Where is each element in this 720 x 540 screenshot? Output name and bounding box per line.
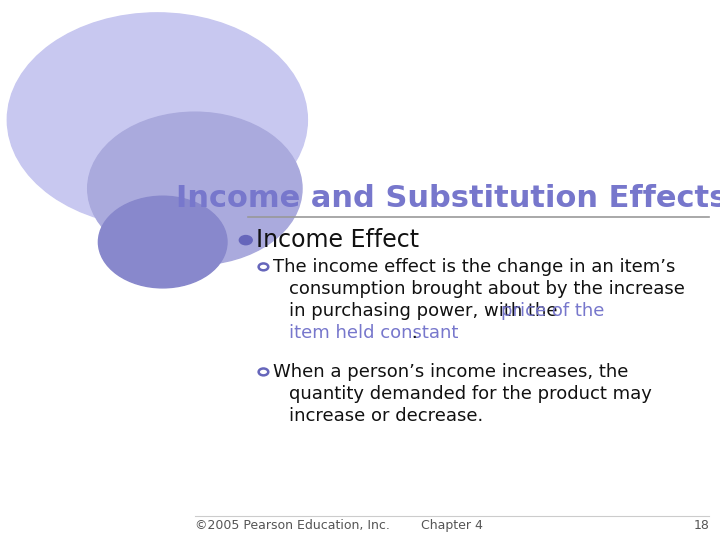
- Text: When a person’s income increases, the: When a person’s income increases, the: [273, 363, 628, 381]
- Text: The income effect is the change in an item’s: The income effect is the change in an it…: [273, 258, 675, 276]
- Circle shape: [99, 196, 227, 288]
- Text: Income Effect: Income Effect: [256, 228, 420, 252]
- Text: price of the: price of the: [501, 302, 604, 320]
- Text: quantity demanded for the product may: quantity demanded for the product may: [289, 385, 652, 403]
- Circle shape: [7, 13, 307, 227]
- Text: ©2005 Pearson Education, Inc.: ©2005 Pearson Education, Inc.: [195, 519, 390, 532]
- Circle shape: [88, 112, 302, 265]
- Circle shape: [239, 235, 252, 245]
- Text: 18: 18: [693, 519, 709, 532]
- Text: item held constant: item held constant: [289, 325, 458, 342]
- Text: in purchasing power, with the: in purchasing power, with the: [289, 302, 563, 320]
- Text: .: .: [411, 325, 417, 342]
- Text: consumption brought about by the increase: consumption brought about by the increas…: [289, 280, 685, 298]
- Text: Income and Substitution Effects: Income and Substitution Effects: [176, 184, 720, 213]
- Text: increase or decrease.: increase or decrease.: [289, 407, 483, 425]
- Text: Chapter 4: Chapter 4: [421, 519, 483, 532]
